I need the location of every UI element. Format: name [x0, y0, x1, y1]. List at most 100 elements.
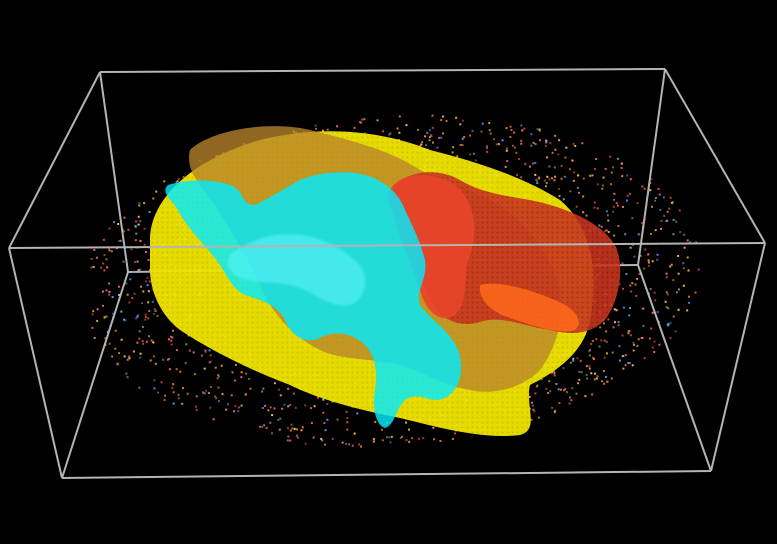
point-cloud-dot [278, 388, 281, 391]
point-cloud-dot [529, 165, 531, 168]
point-cloud-dot [135, 232, 138, 235]
point-cloud-dot [585, 365, 588, 367]
point-cloud-dot [549, 142, 552, 145]
point-cloud-dot [203, 392, 206, 395]
point-cloud-dot [145, 251, 148, 253]
point-cloud-dot [687, 269, 690, 272]
point-cloud-dot [143, 202, 146, 205]
point-cloud-dot [142, 342, 145, 345]
point-cloud-dot [138, 223, 141, 226]
point-cloud-dot [103, 316, 106, 319]
point-cloud-dot [497, 143, 500, 146]
point-cloud-dot [167, 338, 170, 341]
point-cloud-dot [193, 373, 196, 376]
point-cloud-dot [212, 418, 215, 421]
point-cloud-dot [600, 225, 603, 228]
point-cloud-dot [575, 392, 578, 395]
point-cloud-dot [134, 261, 136, 263]
point-cloud-dot [163, 180, 166, 183]
point-cloud-dot [672, 315, 675, 318]
point-cloud-dot [562, 367, 565, 370]
point-cloud-dot [93, 248, 96, 251]
point-cloud-dot [139, 352, 142, 355]
point-cloud-dot [348, 443, 351, 446]
point-cloud-dot [287, 405, 290, 408]
point-cloud-dot [322, 411, 325, 414]
point-cloud-dot [564, 388, 567, 391]
point-cloud-dot [626, 194, 629, 197]
point-cloud-dot [304, 442, 307, 445]
point-cloud-dot [536, 128, 539, 131]
point-cloud-dot [463, 136, 466, 138]
point-cloud-dot [120, 310, 123, 313]
point-cloud-dot [565, 391, 568, 394]
point-cloud-dot [218, 400, 220, 403]
point-cloud-dot [588, 367, 591, 370]
point-cloud-dot [552, 370, 555, 373]
point-cloud-dot [509, 125, 512, 128]
point-cloud-dot [433, 438, 436, 441]
point-cloud-dot [616, 204, 619, 207]
point-cloud-dot [143, 227, 146, 230]
point-cloud-dot [579, 359, 582, 362]
point-cloud-dot [136, 315, 139, 318]
point-cloud-dot [360, 121, 363, 124]
point-cloud-dot [665, 272, 668, 275]
point-cloud-dot [557, 153, 560, 156]
point-cloud-dot [240, 371, 243, 374]
point-cloud-dot [535, 178, 537, 181]
point-cloud-dot [644, 218, 647, 221]
point-cloud-dot [674, 330, 677, 333]
point-cloud-dot [291, 427, 294, 430]
point-cloud-dot [576, 186, 579, 189]
point-cloud-dot [593, 206, 596, 209]
point-cloud-dot [607, 230, 610, 233]
point-cloud-dot [520, 124, 523, 127]
point-cloud-dot [682, 262, 685, 265]
point-cloud-dot [202, 391, 205, 394]
point-cloud-dot [353, 126, 356, 129]
point-cloud-dot [209, 406, 212, 409]
point-cloud-dot [364, 132, 366, 135]
point-cloud-dot [112, 312, 114, 315]
point-cloud-dot [322, 129, 324, 132]
point-cloud-dot [472, 152, 475, 155]
point-cloud-dot [672, 279, 675, 282]
point-cloud-dot [668, 207, 671, 210]
point-cloud-dot [215, 397, 218, 400]
point-cloud-dot [675, 220, 678, 223]
point-cloud-dot [442, 132, 445, 135]
point-cloud-dot [688, 295, 691, 298]
point-cloud-dot [313, 405, 316, 408]
point-cloud-dot [273, 407, 276, 410]
point-cloud-dot [141, 340, 144, 343]
point-cloud-dot [591, 393, 594, 396]
point-cloud-dot [617, 225, 620, 227]
point-cloud-dot [271, 414, 274, 417]
point-cloud-dot [588, 365, 591, 368]
point-cloud-dot [578, 191, 580, 194]
point-cloud-dot [155, 190, 158, 193]
point-cloud-dot [207, 392, 210, 394]
point-cloud-dot [683, 246, 686, 249]
point-cloud-dot [382, 130, 385, 133]
point-cloud-dot [128, 357, 131, 360]
point-cloud-dot [628, 314, 631, 317]
point-cloud-dot [553, 166, 556, 169]
point-cloud-dot [559, 388, 562, 391]
point-cloud-dot [520, 176, 523, 179]
point-cloud-dot [322, 398, 325, 401]
point-cloud-dot [106, 266, 109, 269]
point-cloud-dot [598, 224, 601, 227]
point-cloud-dot [108, 249, 111, 252]
point-cloud-dot [563, 175, 566, 178]
point-cloud-dot [217, 374, 220, 377]
point-cloud-dot [92, 310, 95, 313]
point-cloud-dot [574, 145, 577, 147]
point-cloud-dot [102, 262, 105, 265]
point-cloud-dot [669, 265, 672, 268]
point-cloud-dot [408, 428, 410, 431]
point-cloud-dot [182, 175, 185, 178]
point-cloud-dot [388, 133, 391, 136]
